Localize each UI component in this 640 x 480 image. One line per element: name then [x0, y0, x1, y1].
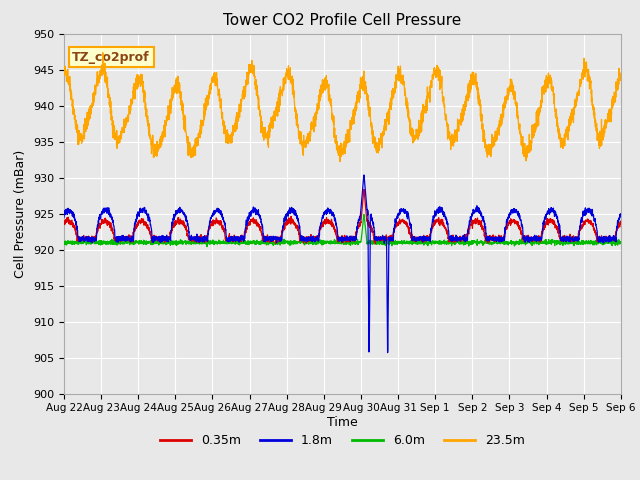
- X-axis label: Time: Time: [327, 416, 358, 429]
- Y-axis label: Cell Pressure (mBar): Cell Pressure (mBar): [15, 149, 28, 278]
- Text: TZ_co2prof: TZ_co2prof: [72, 50, 150, 63]
- Title: Tower CO2 Profile Cell Pressure: Tower CO2 Profile Cell Pressure: [223, 13, 461, 28]
- Legend: 0.35m, 1.8m, 6.0m, 23.5m: 0.35m, 1.8m, 6.0m, 23.5m: [155, 429, 530, 452]
